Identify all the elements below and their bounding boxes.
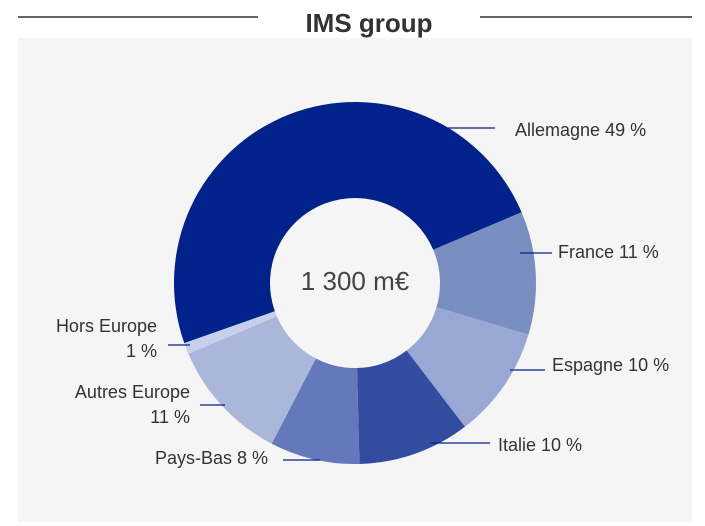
slice-label: Pays-Bas 8 % <box>155 448 268 468</box>
slice-label: Autres Europe 11 % <box>75 382 190 427</box>
donut-slice <box>406 307 529 427</box>
donut-slice <box>357 350 465 464</box>
center-label: 1 300 m€ <box>301 266 410 296</box>
donut-slice <box>173 101 522 344</box>
slice-value: 10 % <box>628 355 669 375</box>
slice-value: 1 % <box>126 341 157 361</box>
slice-label: France 11 % <box>558 242 659 262</box>
slice-value: 8 % <box>237 448 268 468</box>
donut-slice <box>433 212 536 335</box>
donut-slice <box>271 358 360 465</box>
slice-label: Allemagne 49 % <box>515 120 646 140</box>
slice-value: 10 % <box>541 435 582 455</box>
slice-label: Italie 10 % <box>498 435 582 455</box>
slice-category: Espagne <box>552 355 623 375</box>
chart-title: IMS group <box>305 8 432 38</box>
slice-category: Autres Europe <box>75 382 190 402</box>
slice-category: France <box>558 242 614 262</box>
slice-value: 49 % <box>605 120 646 140</box>
slice-category: Pays-Bas <box>155 448 232 468</box>
slice-category: Italie <box>498 435 536 455</box>
donut-slice <box>184 311 277 354</box>
slice-category: Hors Europe <box>56 316 157 336</box>
slice-category: Allemagne <box>515 120 600 140</box>
slice-label: Hors Europe 1 % <box>56 316 157 361</box>
slice-value: 11 % <box>150 407 190 427</box>
donut-slice <box>188 316 316 444</box>
slice-label: Espagne 10 % <box>552 355 669 375</box>
slice-value: 11 % <box>619 242 659 262</box>
